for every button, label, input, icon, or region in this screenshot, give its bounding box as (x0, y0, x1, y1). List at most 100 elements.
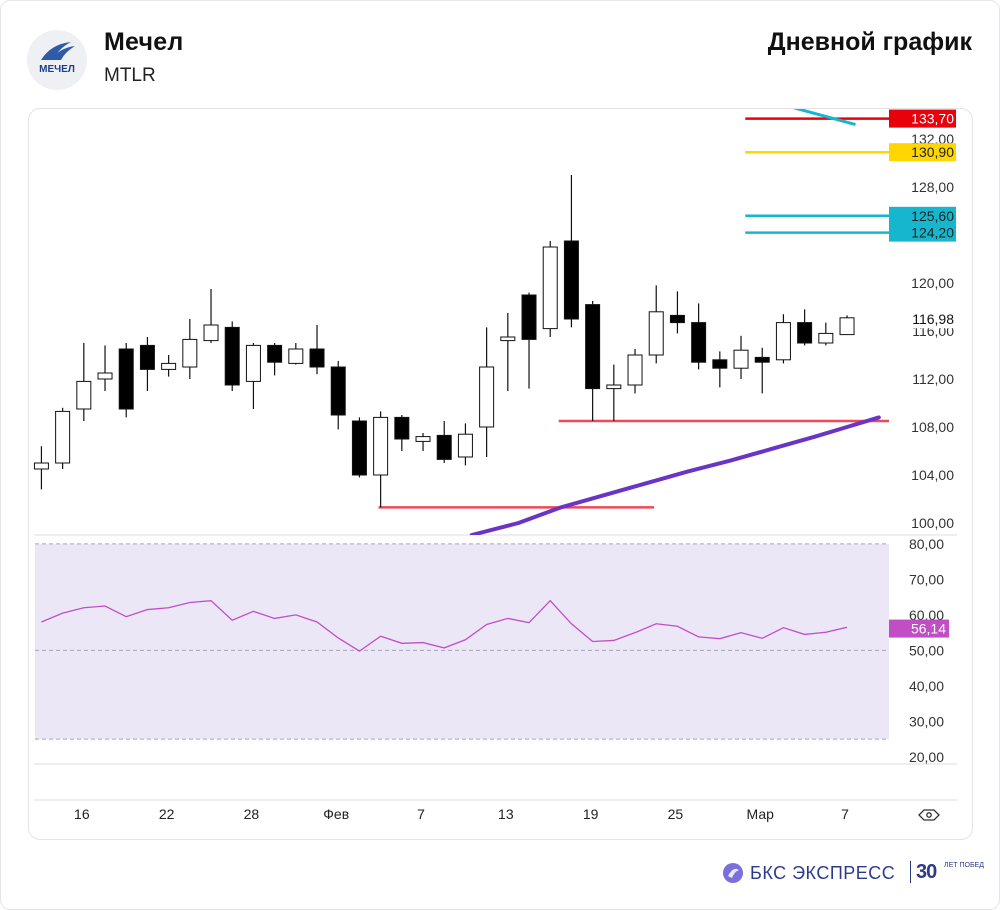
bcs-brand: БКС ЭКСПРЕСС 30 ЛЕТ ПОБЕД (722, 858, 984, 888)
candle-body-up (818, 332, 834, 344)
candle (648, 285, 664, 364)
rsi-series-line (41, 599, 848, 652)
candle (118, 343, 134, 418)
candle-body-up (33, 462, 49, 470)
date-tick-label: 25 (668, 806, 684, 822)
trend-line (793, 109, 856, 127)
candle-body-down (797, 322, 813, 344)
badge-label: 56,14 (911, 621, 946, 637)
candle (139, 337, 155, 391)
price-axis: 100,00104,00108,00112,00116,00120,00128,… (911, 131, 954, 531)
moving-average-line (469, 415, 881, 535)
price-tick-label: 128,00 (911, 179, 954, 195)
chart-settings-eye-icon[interactable] (918, 809, 940, 821)
date-tick-label: 22 (159, 806, 175, 822)
candle (224, 321, 240, 391)
price-level-badge: 133,70 (889, 109, 956, 128)
candle-body-down (309, 348, 325, 368)
candle-body-down (691, 322, 707, 363)
candle (839, 315, 855, 336)
price-tick-label: 100,00 (911, 515, 954, 531)
candle (245, 343, 261, 409)
candle-body-up (245, 344, 261, 382)
chart-card: 100,00 104,00 108,00 112,00 116,00 120,00 128,… (28, 108, 973, 840)
candle-body-down (267, 344, 283, 363)
rsi-pane (35, 543, 889, 740)
candle (500, 313, 516, 391)
candle (542, 241, 558, 337)
candle (33, 446, 49, 490)
candle (97, 345, 113, 391)
rsi-tick-label: 40,00 (909, 678, 944, 694)
candle-body-down (351, 420, 367, 476)
candle-body-down (118, 348, 134, 410)
price-tick-label: 108,00 (911, 419, 954, 435)
candle (76, 343, 92, 421)
badge-label: 130,90 (911, 144, 954, 160)
candle (394, 415, 410, 451)
candle (627, 349, 643, 394)
candle (754, 347, 770, 394)
candle (55, 407, 71, 469)
candle-body-up (203, 324, 219, 342)
date-tick-label: 13 (498, 806, 514, 822)
candle-body-up (648, 311, 664, 356)
date-tick-label: Фев (323, 806, 349, 822)
candle-body-up (97, 372, 113, 380)
candle (457, 423, 473, 466)
candle (712, 351, 728, 388)
candle (818, 322, 834, 346)
candle-body-up (457, 433, 473, 458)
candle-body-down (669, 314, 685, 324)
rsi-axis: 80,00 70,00 60,00 50,00 40,00 30,00 20,00 (909, 536, 944, 765)
date-tick-label: 7 (417, 806, 425, 822)
price-chart[interactable]: 100,00104,00108,00112,00116,00120,00128,… (29, 109, 972, 839)
candle (373, 411, 389, 508)
price-tick-label: 112,00 (912, 371, 954, 387)
date-tick-label: 28 (244, 806, 260, 822)
brand-anniversary: 30 (916, 861, 937, 883)
candle-body-up (627, 354, 643, 386)
candle-body-up (288, 348, 304, 364)
candle (606, 364, 622, 421)
candle-body-down (394, 416, 410, 440)
rsi-tick-label: 60,00 (909, 607, 944, 623)
candle (288, 343, 304, 365)
candle-body-up (161, 362, 177, 370)
badge-background (889, 223, 956, 242)
price-level-badge: 125,60 (889, 206, 956, 225)
rsi-value-badge: 56,14 (889, 619, 949, 638)
date-tick-label: 19 (583, 806, 599, 822)
candle (585, 301, 601, 421)
brand-separator (910, 861, 911, 883)
price-level-badge: 130,90 (889, 143, 956, 162)
candle (161, 355, 177, 377)
candle (182, 319, 198, 379)
date-tick-label: Мар (747, 806, 775, 822)
candle-body-up (542, 246, 558, 330)
candle (563, 175, 579, 328)
price-tick-label: 120,00 (911, 275, 954, 291)
price-pane (33, 109, 889, 535)
brand-name: БКС ЭКСПРЕСС (750, 863, 896, 883)
candle-body-up (479, 366, 495, 428)
candle (351, 417, 367, 478)
candle-body-down (754, 356, 770, 363)
date-axis: 16 22 28 Фев 7 13 19 25 Мар 7 (74, 806, 849, 822)
candle-body-up (733, 349, 749, 369)
candle-body-down (712, 359, 728, 369)
candle-body-down (330, 366, 346, 416)
candle-body-down (139, 344, 155, 370)
badge-label: 133,70 (911, 111, 954, 127)
date-tick-label: 16 (74, 806, 90, 822)
brand-anniversary-sub: ЛЕТ ПОБЕД (944, 862, 984, 869)
badge-label: 116,98 (912, 311, 954, 327)
candle-body-down (436, 434, 452, 460)
candle-body-up (415, 436, 431, 442)
badge-label: 124,20 (911, 225, 954, 241)
price-level-badge: 124,20 (889, 223, 956, 242)
price-level-badge: 116,98 (889, 310, 956, 329)
badge-background (889, 206, 956, 225)
candle-body-down (521, 294, 537, 340)
logo-text: МЕЧЕЛ (39, 64, 75, 75)
